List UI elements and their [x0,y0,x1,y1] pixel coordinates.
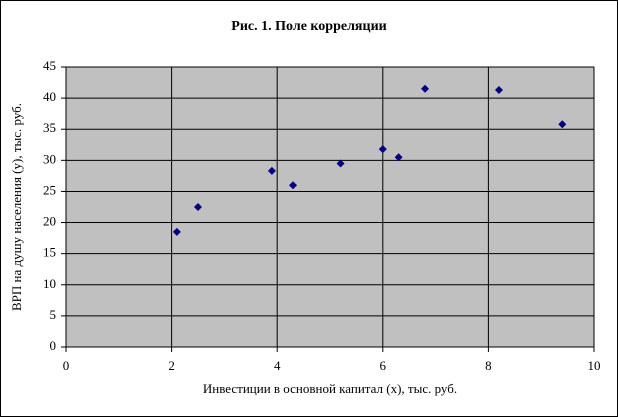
plot-area [65,66,595,348]
y-tick-label: 45 [43,58,56,73]
chart-title: Рис. 1. Поле корреляции [231,19,386,34]
point [194,203,202,211]
x-tick-label: 6 [380,358,387,373]
point [558,120,567,129]
x-tick-label: 10 [588,358,601,373]
point [494,86,503,95]
x-tick-label: 8 [485,358,492,373]
point [378,145,387,154]
point [394,153,403,162]
x-tick-label: 0 [63,358,70,373]
x-axis-label: Инвестиции в основной капитал (x), тыс. … [203,381,457,396]
point [172,227,181,236]
y-tick-label: 20 [43,214,56,229]
y-tick-label: 15 [43,245,56,260]
y-axis-label: ВРП на душу населения (y), тыс. руб. [9,103,24,311]
y-tick-label: 5 [50,307,57,322]
x-tick-label: 4 [274,358,281,373]
y-tick-label: 0 [50,338,57,353]
x-tick-label: 2 [168,358,175,373]
y-tick-label: 30 [43,151,56,166]
point [421,84,430,93]
y-tick-label: 40 [43,89,56,104]
point [336,159,345,168]
y-tick-label: 10 [43,276,56,291]
point [267,166,276,175]
point [289,181,298,190]
y-tick-label: 25 [43,182,56,197]
y-tick-label: 35 [43,120,56,135]
